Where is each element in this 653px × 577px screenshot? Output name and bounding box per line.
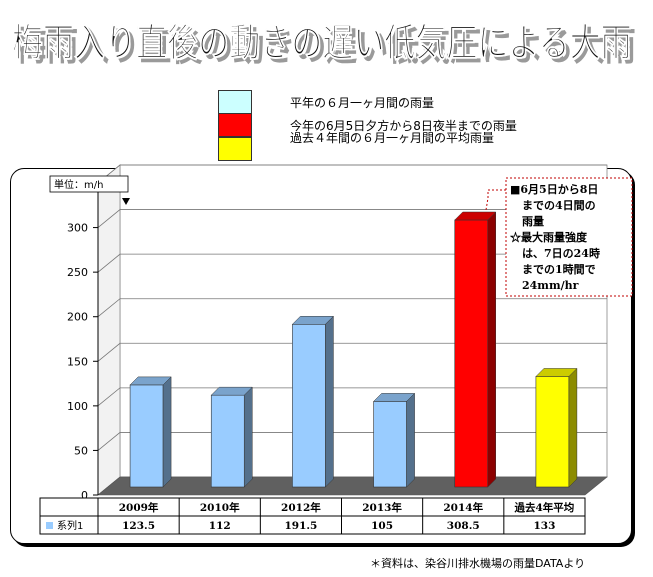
bar-top — [372, 393, 416, 402]
gridline — [97, 253, 607, 273]
gridline — [97, 387, 607, 407]
y-tick-label: 0 — [81, 489, 88, 502]
bar-front — [535, 376, 570, 488]
annotation-box — [505, 177, 633, 297]
annotation-line: 雨量 — [522, 215, 544, 228]
series-name-label: 系列1 — [57, 519, 83, 532]
bar-front — [454, 219, 489, 488]
x-category-label: 2014年 — [443, 501, 483, 514]
series-swatch — [46, 522, 53, 529]
y-tick-label: 100 — [67, 400, 88, 413]
data-value-label: 105 — [371, 520, 393, 532]
bar-side — [568, 367, 578, 488]
bar-side — [487, 211, 496, 488]
x-category-label: 2010年 — [200, 501, 240, 514]
unit-label-box — [49, 175, 129, 193]
y-tick-label: 150 — [67, 355, 88, 368]
chart-title-text: 梅雨入り直後の動きの遅い低気圧による大雨 — [12, 21, 632, 66]
bar-side — [406, 392, 415, 488]
bar-front — [373, 401, 407, 488]
annotation-line: ☆最大雨量強度 — [510, 230, 588, 244]
x-category-label: 2009年 — [119, 501, 159, 514]
x-category-label: 2012年 — [281, 501, 321, 514]
bar-front — [292, 323, 326, 488]
gridline — [97, 432, 607, 451]
x-category-label: 2013年 — [362, 501, 402, 514]
y-tick-label: 50 — [74, 444, 88, 457]
legend-item-average: 過去４年間の６月一ヶ月間の平均雨量 — [218, 125, 638, 161]
data-value-label: 308.5 — [447, 520, 480, 532]
annotation-line: ■6月5日から8日 — [510, 183, 598, 196]
data-value-label: 123.5 — [122, 520, 155, 532]
annotation-line: は、7日の24時 — [522, 246, 600, 260]
plot-floor — [97, 476, 608, 496]
data-value-label: 133 — [533, 520, 555, 532]
legend-swatch-average — [218, 137, 252, 161]
bar-top — [291, 316, 335, 325]
axis-arrow-marker — [122, 198, 130, 205]
y-tick-label: 250 — [67, 266, 88, 279]
annotation-line: までの4日間の — [522, 199, 596, 212]
annotation-leader-line — [485, 189, 506, 211]
svg-text:梅雨入り直後の動きの遅い低気圧による大雨: 梅雨入り直後の動きの遅い低気圧による大雨 — [16, 25, 636, 70]
bar-side — [244, 386, 253, 488]
annotation-line: 24mm/hr — [522, 279, 579, 292]
legend-label-this-year: 今年の6月5日夕方から8日夜半までの雨量 — [290, 119, 517, 133]
unit-label: 単位：m/h — [54, 178, 103, 191]
y-tick-label: 200 — [67, 311, 88, 324]
data-value-label: 191.5 — [284, 520, 317, 532]
bar-top — [210, 386, 253, 396]
bar-side — [325, 315, 334, 488]
gridline — [97, 342, 607, 362]
bar-top — [535, 368, 578, 377]
chart-title: 梅雨入り直後の動きの遅い低気圧による大雨 梅雨入り直後の動きの遅い低気圧による大… — [12, 20, 636, 70]
source-note: ＊資料は、染谷川排水機場の雨量DATAより — [370, 557, 586, 570]
bar-front — [129, 384, 164, 488]
gridline — [97, 209, 607, 228]
y-tick-label: 300 — [67, 222, 88, 235]
legend-swatch-this-year — [218, 113, 252, 137]
bar-top — [129, 376, 172, 386]
legend-label-normal: 平年の６月一ヶ月間の雨量 — [290, 96, 435, 110]
data-value-label: 112 — [209, 520, 231, 532]
bar-side — [162, 376, 172, 488]
annotation-line: までの1時間で — [522, 262, 596, 276]
legend-label-average: 過去４年間の６月一ヶ月間の平均雨量 — [290, 131, 495, 145]
x-category-label: 過去4年平均 — [514, 501, 575, 514]
bar-front — [210, 394, 245, 488]
bar-top — [454, 211, 497, 221]
plot-side-wall — [97, 164, 121, 496]
gridline — [97, 298, 607, 318]
legend-item-this-year: 今年の6月5日夕方から8日夜半までの雨量 — [218, 113, 638, 139]
